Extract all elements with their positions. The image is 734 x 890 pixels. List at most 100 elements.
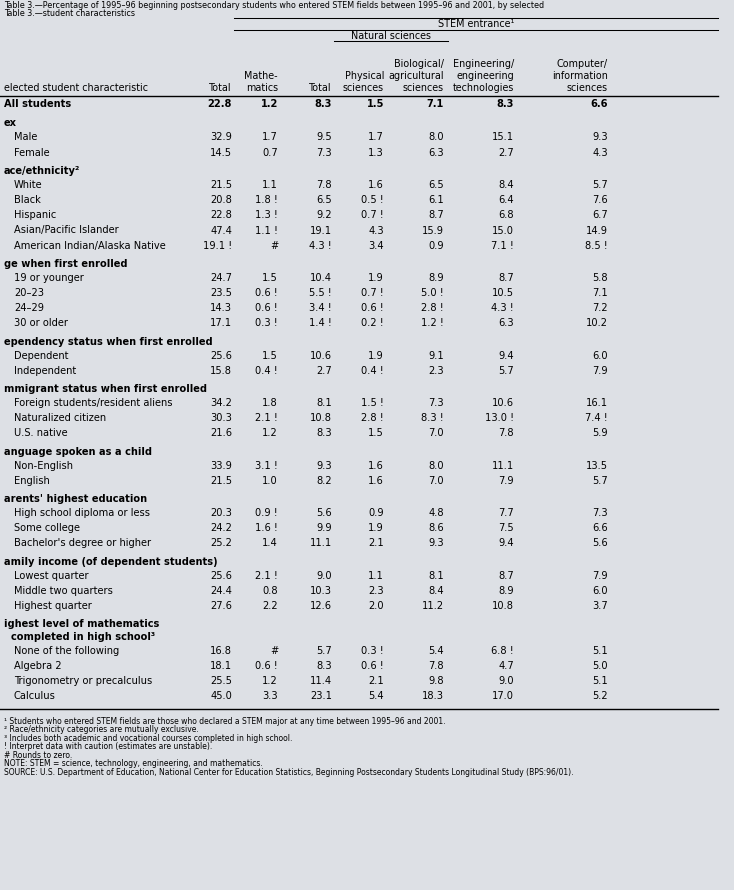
Text: 7.3: 7.3 (592, 508, 608, 518)
Text: 9.1: 9.1 (428, 351, 444, 360)
Text: ge when first enrolled: ge when first enrolled (4, 259, 128, 269)
Text: 5.7: 5.7 (592, 180, 608, 190)
Text: 20–23: 20–23 (14, 288, 44, 298)
Text: 14.9: 14.9 (586, 225, 608, 236)
Text: 0.7: 0.7 (262, 148, 278, 158)
Text: 19 or younger: 19 or younger (14, 273, 84, 283)
Text: 8.7: 8.7 (498, 273, 514, 283)
Text: anguage spoken as a child: anguage spoken as a child (4, 447, 152, 457)
Text: 10.5: 10.5 (492, 288, 514, 298)
Text: 7.9: 7.9 (592, 366, 608, 376)
Text: 21.5: 21.5 (210, 476, 232, 486)
Text: mmigrant status when first enrolled: mmigrant status when first enrolled (4, 384, 207, 394)
Text: 5.1: 5.1 (592, 646, 608, 656)
Text: 8.7: 8.7 (429, 210, 444, 221)
Text: 12.6: 12.6 (310, 601, 332, 611)
Text: High school diploma or less: High school diploma or less (14, 508, 150, 518)
Text: 14.5: 14.5 (210, 148, 232, 158)
Text: Trigonometry or precalculus: Trigonometry or precalculus (14, 676, 152, 686)
Text: 0.9 !: 0.9 ! (255, 508, 278, 518)
Text: 2.8 !: 2.8 ! (421, 303, 444, 313)
Text: 8.3: 8.3 (497, 99, 514, 109)
Text: 23.1: 23.1 (310, 692, 332, 701)
Text: 7.7: 7.7 (498, 508, 514, 518)
Text: 25.6: 25.6 (210, 570, 232, 580)
Text: 6.0: 6.0 (592, 586, 608, 596)
Text: 4.3 !: 4.3 ! (309, 240, 332, 251)
Text: 2.7: 2.7 (498, 148, 514, 158)
Text: 13.5: 13.5 (586, 461, 608, 471)
Text: 11.1: 11.1 (310, 538, 332, 548)
Text: 25.6: 25.6 (210, 351, 232, 360)
Text: 23.5: 23.5 (210, 288, 232, 298)
Text: Total: Total (209, 83, 232, 93)
Text: 8.1: 8.1 (316, 398, 332, 409)
Text: 1.6: 1.6 (368, 461, 384, 471)
Text: 19.1 !: 19.1 ! (203, 240, 232, 251)
Text: 1.2: 1.2 (262, 676, 278, 686)
Text: 24–29: 24–29 (14, 303, 44, 313)
Text: arents' highest education: arents' highest education (4, 494, 147, 504)
Text: 7.0: 7.0 (429, 476, 444, 486)
Text: 10.2: 10.2 (586, 319, 608, 328)
Text: 1.5: 1.5 (262, 273, 278, 283)
Text: 1.0: 1.0 (262, 476, 278, 486)
Text: 18.3: 18.3 (422, 692, 444, 701)
Text: Some college: Some college (14, 523, 80, 533)
Text: 7.1: 7.1 (592, 288, 608, 298)
Text: 15.8: 15.8 (210, 366, 232, 376)
Text: 7.0: 7.0 (429, 428, 444, 439)
Text: 1.5: 1.5 (366, 99, 384, 109)
Text: 7.1 !: 7.1 ! (491, 240, 514, 251)
Text: 8.0: 8.0 (429, 461, 444, 471)
Text: elected student characteristic: elected student characteristic (4, 83, 148, 93)
Text: 9.4: 9.4 (498, 351, 514, 360)
Text: 3.7: 3.7 (592, 601, 608, 611)
Text: 8.7: 8.7 (498, 570, 514, 580)
Text: 24.7: 24.7 (210, 273, 232, 283)
Text: 30.3: 30.3 (210, 413, 232, 424)
Text: 1.1: 1.1 (262, 180, 278, 190)
Text: 1.5: 1.5 (262, 351, 278, 360)
Text: 2.2: 2.2 (262, 601, 278, 611)
Text: 2.8 !: 2.8 ! (361, 413, 384, 424)
Text: 11.4: 11.4 (310, 676, 332, 686)
Text: 2.1: 2.1 (368, 538, 384, 548)
Text: Non-English: Non-English (14, 461, 73, 471)
Text: 5.0 !: 5.0 ! (421, 288, 444, 298)
Text: 2.7: 2.7 (316, 366, 332, 376)
Text: 7.9: 7.9 (498, 476, 514, 486)
Text: 9.2: 9.2 (316, 210, 332, 221)
Text: 10.6: 10.6 (310, 351, 332, 360)
Text: Table 3.—Percentage of 1995–96 beginning postsecondary students who entered STEM: Table 3.—Percentage of 1995–96 beginning… (4, 1, 544, 10)
Text: Independent: Independent (14, 366, 76, 376)
Text: 5.2: 5.2 (592, 692, 608, 701)
Text: 27.6: 27.6 (210, 601, 232, 611)
Text: Dependent: Dependent (14, 351, 68, 360)
Text: 8.3: 8.3 (315, 99, 332, 109)
Text: 7.8: 7.8 (316, 180, 332, 190)
Text: 0.6 !: 0.6 ! (361, 661, 384, 671)
Text: 20.8: 20.8 (210, 195, 232, 205)
Text: 5.7: 5.7 (498, 366, 514, 376)
Text: 18.1: 18.1 (210, 661, 232, 671)
Text: ependency status when first enrolled: ependency status when first enrolled (4, 336, 213, 347)
Text: 0.5 !: 0.5 ! (361, 195, 384, 205)
Text: 5.8: 5.8 (592, 273, 608, 283)
Text: 7.9: 7.9 (592, 570, 608, 580)
Text: 3.4 !: 3.4 ! (309, 303, 332, 313)
Text: 8.4: 8.4 (498, 180, 514, 190)
Text: U.S. native: U.S. native (14, 428, 68, 439)
Text: 7.3: 7.3 (316, 148, 332, 158)
Text: 8.0: 8.0 (429, 133, 444, 142)
Text: NOTE: STEM = science, technology, engineering, and mathematics.: NOTE: STEM = science, technology, engine… (4, 759, 263, 768)
Text: Mathe-
matics: Mathe- matics (244, 71, 278, 93)
Text: 0.2 !: 0.2 ! (361, 319, 384, 328)
Text: 0.9: 0.9 (429, 240, 444, 251)
Text: 0.7 !: 0.7 ! (361, 288, 384, 298)
Text: 8.4: 8.4 (429, 586, 444, 596)
Text: 33.9: 33.9 (210, 461, 232, 471)
Text: Lowest quarter: Lowest quarter (14, 570, 89, 580)
Text: 15.1: 15.1 (492, 133, 514, 142)
Text: 6.6: 6.6 (592, 523, 608, 533)
